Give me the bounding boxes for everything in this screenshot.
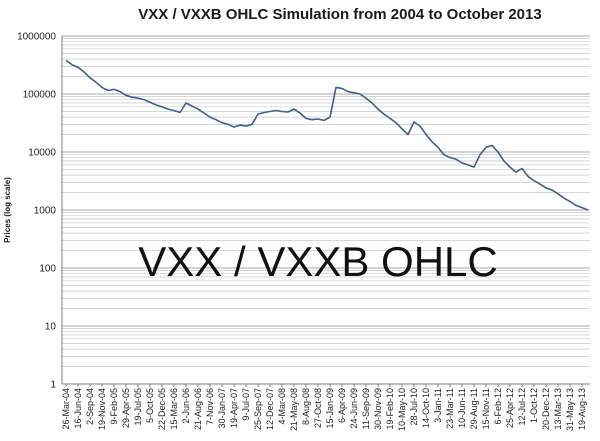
- x-tick-label: 19-Nov-04: [97, 388, 107, 430]
- x-tick-label: 26-Mar-04: [61, 388, 71, 430]
- x-tick-label: 1-Oct-12: [529, 388, 539, 423]
- y-tick-label: 100: [39, 264, 56, 275]
- x-tick-label: 9-Jul-07: [241, 388, 251, 421]
- x-tick-label: 9-Feb-05: [109, 388, 119, 425]
- x-tick-label: 31-May-13: [565, 388, 575, 431]
- x-tick-label: 15-Jan-09: [325, 388, 335, 429]
- x-tick-label: 14-Oct-10: [421, 388, 431, 428]
- x-tick-label: 24-Jun-09: [349, 388, 359, 429]
- x-tick-label: 21-Aug-06: [193, 388, 203, 430]
- x-tick-label: 19-Feb-10: [385, 388, 395, 430]
- x-tick-label: 30-Nov-09: [373, 388, 383, 430]
- x-tick-label: 4-Mar-08: [277, 388, 287, 425]
- x-axis-ticks: 26-Mar-04 16-Jun-04 2-Sep-04 19-Nov-04 9-Feb…: [61, 384, 587, 431]
- x-tick-label: 19-Apr-07: [229, 388, 239, 428]
- x-tick-label: 19-Aug-13: [577, 388, 587, 430]
- x-tick-label: 10-May-10: [397, 388, 407, 431]
- y-tick-label: 1000000: [17, 32, 56, 43]
- x-tick-label: 29-Apr-05: [121, 388, 131, 428]
- x-tick-label: 21-May-08: [289, 388, 299, 431]
- series-group: [65, 59, 589, 211]
- x-tick-label: 15-Nov-11: [481, 388, 491, 429]
- x-tick-label: 15-Mar-06: [169, 388, 179, 430]
- x-tick-label: 3-Jan-11: [433, 388, 443, 423]
- y-axis-ticks: 1000000 100000 10000 1000 100 10 1: [17, 32, 56, 391]
- x-tick-label: 20-Dec-12: [541, 388, 551, 430]
- y-axis-label: Prices (log scale): [3, 177, 12, 243]
- x-tick-label: 13-Mar-13: [553, 388, 563, 430]
- x-tick-label: 7-Nov-06: [205, 388, 215, 425]
- x-tick-label: 6-Feb-12: [493, 388, 503, 425]
- y-tick-label: 10000: [28, 148, 56, 159]
- x-tick-label: 23-Mar-11: [445, 388, 455, 429]
- x-tick-label: 2-Sep-04: [85, 388, 95, 425]
- x-tick-label: 28-Jul-10: [409, 388, 419, 426]
- y-tick-label: 10: [45, 322, 57, 333]
- x-tick-label: 8-Aug-08: [301, 388, 311, 425]
- x-tick-label: 27-Oct-08: [313, 388, 323, 428]
- x-tick-label: 12-Jul-12: [517, 388, 527, 426]
- x-tick-label: 12-Dec-07: [265, 388, 275, 430]
- price-series-line: [65, 59, 589, 211]
- x-tick-label: 19-Jul-05: [133, 388, 143, 426]
- y-tick-label: 1: [50, 380, 56, 391]
- watermark-annotation: VXX / VXXB OHLC: [138, 238, 497, 285]
- grid: [62, 35, 590, 385]
- chart-title: VXX / VXXB OHLC Simulation from 2004 to …: [138, 6, 541, 23]
- y-tick-label: 100000: [23, 90, 57, 101]
- x-tick-label: 2-Jun-06: [181, 388, 191, 424]
- x-tick-label: 22-Dec-05: [157, 388, 167, 430]
- y-tick-label: 1000: [34, 206, 57, 217]
- x-tick-label: 25-Sep-07: [253, 388, 263, 430]
- x-tick-label: 6-Apr-09: [337, 388, 347, 423]
- x-tick-label: 25-Apr-12: [505, 388, 515, 428]
- x-tick-label: 29-Aug-11: [469, 388, 479, 429]
- x-tick-label: 11-Sep-09: [361, 388, 371, 429]
- x-tick-label: 5-Oct-05: [145, 388, 155, 423]
- x-tick-label: 30-Jan-07: [217, 388, 227, 429]
- x-tick-label: 16-Jun-04: [73, 388, 83, 429]
- x-tick-label: 10-Jun-11: [457, 388, 467, 428]
